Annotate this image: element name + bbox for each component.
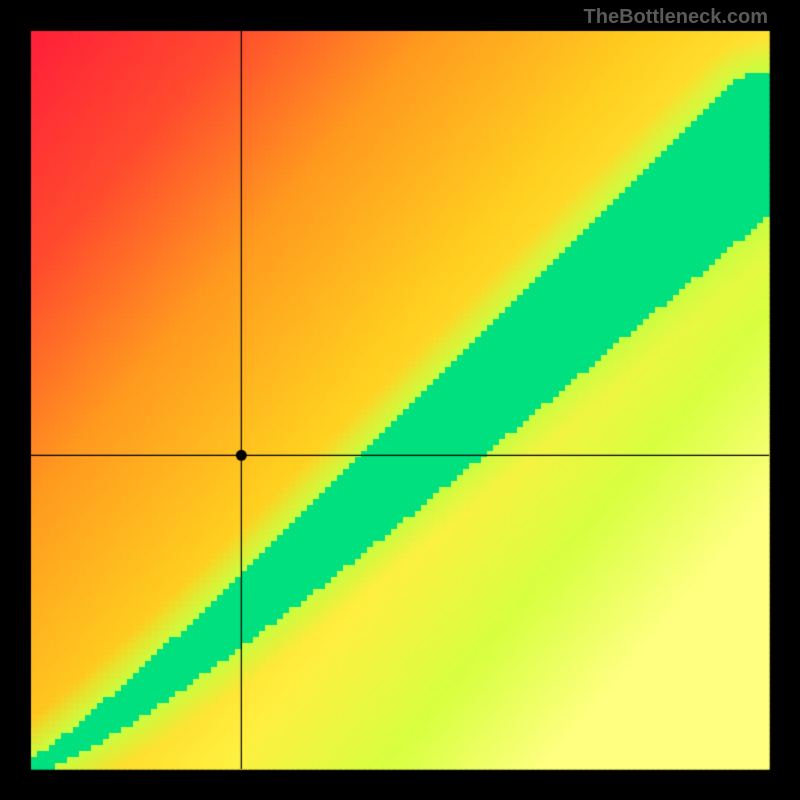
heatmap-canvas xyxy=(0,0,800,800)
chart-container: TheBottleneck.com xyxy=(0,0,800,800)
watermark-text: TheBottleneck.com xyxy=(584,6,768,29)
